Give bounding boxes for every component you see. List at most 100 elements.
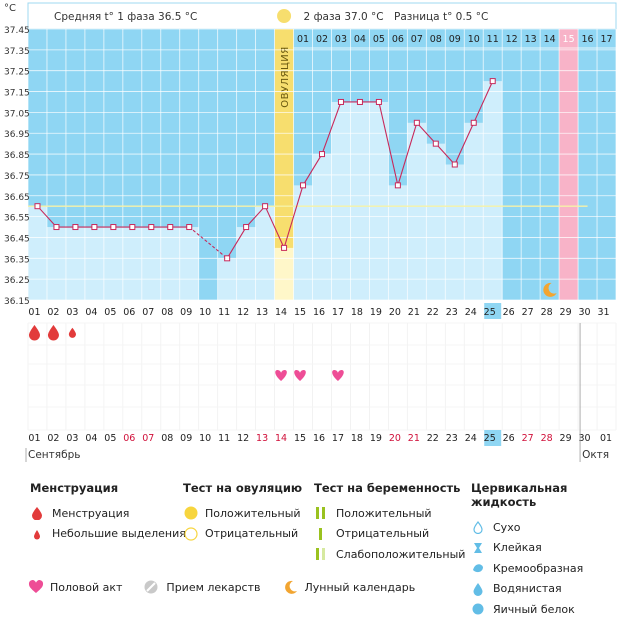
cycle-day-label[interactable]: 19: [370, 307, 382, 318]
cycle-day-label[interactable]: 01: [28, 307, 40, 318]
cycle-day-label[interactable]: 30: [579, 307, 591, 318]
calendar-day-label[interactable]: 10: [199, 433, 211, 444]
temp-bar: [350, 101, 370, 300]
cycle-day-label[interactable]: 17: [332, 307, 344, 318]
calendar-day-label[interactable]: 02: [47, 433, 59, 444]
calendar-day-label[interactable]: 27: [522, 433, 534, 444]
cycle-day-label[interactable]: 15: [294, 307, 306, 318]
calendar-day-label[interactable]: 03: [66, 433, 78, 444]
y-unit-label: °C: [4, 3, 16, 14]
temperature-point[interactable]: [489, 78, 496, 85]
temperature-point[interactable]: [224, 255, 231, 262]
temperature-point[interactable]: [110, 224, 117, 231]
cycle-day-label[interactable]: 27: [522, 307, 534, 318]
temp-bar: [179, 227, 199, 300]
cycle-day-label[interactable]: 04: [85, 307, 97, 318]
cycle-day-label[interactable]: 11: [218, 307, 230, 318]
temperature-point[interactable]: [167, 224, 174, 231]
cycle-day-label[interactable]: 23: [446, 307, 458, 318]
cycle-day-label[interactable]: 21: [408, 307, 420, 318]
calendar-day-label[interactable]: 28: [541, 433, 553, 444]
calendar-day-label[interactable]: 22: [427, 433, 439, 444]
temperature-point[interactable]: [53, 224, 60, 231]
temperature-point[interactable]: [451, 161, 458, 168]
calendar-day-label[interactable]: 29: [560, 433, 572, 444]
temperature-point[interactable]: [243, 224, 250, 231]
temperature-point[interactable]: [300, 182, 307, 189]
temperature-point[interactable]: [281, 244, 288, 251]
calendar-day-label[interactable]: 12: [237, 433, 249, 444]
cycle-day-label[interactable]: 03: [66, 307, 78, 318]
cycle-day-label[interactable]: 05: [104, 307, 116, 318]
calendar-day-label[interactable]: 24: [465, 433, 477, 444]
legend-menstruation-title: Менструация: [30, 481, 119, 495]
calendar-day-label[interactable]: 11: [218, 433, 230, 444]
temperature-point[interactable]: [91, 224, 98, 231]
cycle-day-label[interactable]: 06: [123, 307, 135, 318]
temperature-point[interactable]: [432, 140, 439, 147]
calendar-day-label[interactable]: 19: [370, 433, 382, 444]
calendar-day-label[interactable]: 21: [408, 433, 420, 444]
calendar-day-label[interactable]: 13: [256, 433, 268, 444]
calendar-day-label[interactable]: 18: [351, 433, 363, 444]
calendar-day-label[interactable]: 20: [389, 433, 401, 444]
pill-icon: [144, 580, 166, 594]
calendar-day-label[interactable]: 23: [446, 433, 458, 444]
cycle-day-label[interactable]: 18: [351, 307, 363, 318]
menstruation-drop-icon[interactable]: [68, 327, 76, 338]
cycle-day-label[interactable]: 26: [503, 307, 515, 318]
calendar-day-label[interactable]: 16: [313, 433, 325, 444]
calendar-day-label[interactable]: 04: [85, 433, 97, 444]
temperature-point[interactable]: [148, 224, 155, 231]
legend-label: Прием лекарств: [166, 580, 261, 594]
cycle-day-label[interactable]: 31: [597, 307, 609, 318]
temperature-point[interactable]: [34, 203, 41, 210]
temperature-point[interactable]: [262, 203, 269, 210]
legend-cervical: Цервикальная жидкость Сухо Клейкая Кремо…: [471, 481, 626, 620]
calendar-day-label[interactable]: 06: [123, 433, 135, 444]
calendar-day-label[interactable]: 01: [600, 433, 612, 444]
temperature-point[interactable]: [394, 182, 401, 189]
cycle-day-label[interactable]: 10: [199, 307, 211, 318]
temperature-point[interactable]: [319, 151, 325, 158]
calendar-day-label[interactable]: 30: [579, 433, 591, 444]
calendar-day-label[interactable]: 25: [484, 433, 496, 444]
calendar-day-label[interactable]: 08: [161, 433, 173, 444]
calendar-day-label[interactable]: 17: [332, 433, 344, 444]
temperature-point[interactable]: [129, 224, 136, 231]
cycle-day-label[interactable]: 25: [484, 307, 496, 318]
cycle-day-label[interactable]: 02: [47, 307, 59, 318]
calendar-day-label[interactable]: 15: [294, 433, 306, 444]
temperature-point[interactable]: [413, 119, 420, 126]
cycle-day-label[interactable]: 08: [161, 307, 173, 318]
cycle-day-label[interactable]: 29: [560, 307, 572, 318]
temperature-point[interactable]: [375, 98, 382, 105]
cycle-day-label[interactable]: 14: [275, 307, 287, 318]
temperature-point[interactable]: [186, 224, 193, 231]
calendar-day-label[interactable]: 09: [180, 433, 192, 444]
menstruation-drop-icon[interactable]: [28, 325, 40, 341]
calendar-day-label[interactable]: 07: [142, 433, 154, 444]
cycle-day-label[interactable]: 24: [465, 307, 477, 318]
heart-icon[interactable]: [332, 370, 344, 381]
heart-icon[interactable]: [275, 370, 287, 381]
calendar-day-label[interactable]: 05: [104, 433, 116, 444]
cycle-day-label[interactable]: 20: [389, 307, 401, 318]
calendar-day-label[interactable]: 26: [503, 433, 515, 444]
cycle-day-label[interactable]: 07: [142, 307, 154, 318]
temperature-point[interactable]: [470, 119, 477, 126]
cycle-day-label[interactable]: 13: [256, 307, 268, 318]
temperature-point[interactable]: [356, 98, 363, 105]
temperature-point[interactable]: [337, 98, 344, 105]
y-tick-label: 36.35: [4, 255, 30, 265]
temperature-point[interactable]: [72, 224, 79, 231]
heart-icon[interactable]: [294, 370, 306, 381]
cycle-day-label[interactable]: 16: [313, 307, 325, 318]
cycle-day-label[interactable]: 28: [541, 307, 553, 318]
cycle-day-label[interactable]: 12: [237, 307, 249, 318]
cycle-day-label[interactable]: 22: [427, 307, 439, 318]
cycle-day-label[interactable]: 09: [180, 307, 192, 318]
menstruation-drop-icon[interactable]: [47, 325, 59, 341]
calendar-day-label[interactable]: 01: [28, 433, 40, 444]
calendar-day-label[interactable]: 14: [275, 433, 287, 444]
